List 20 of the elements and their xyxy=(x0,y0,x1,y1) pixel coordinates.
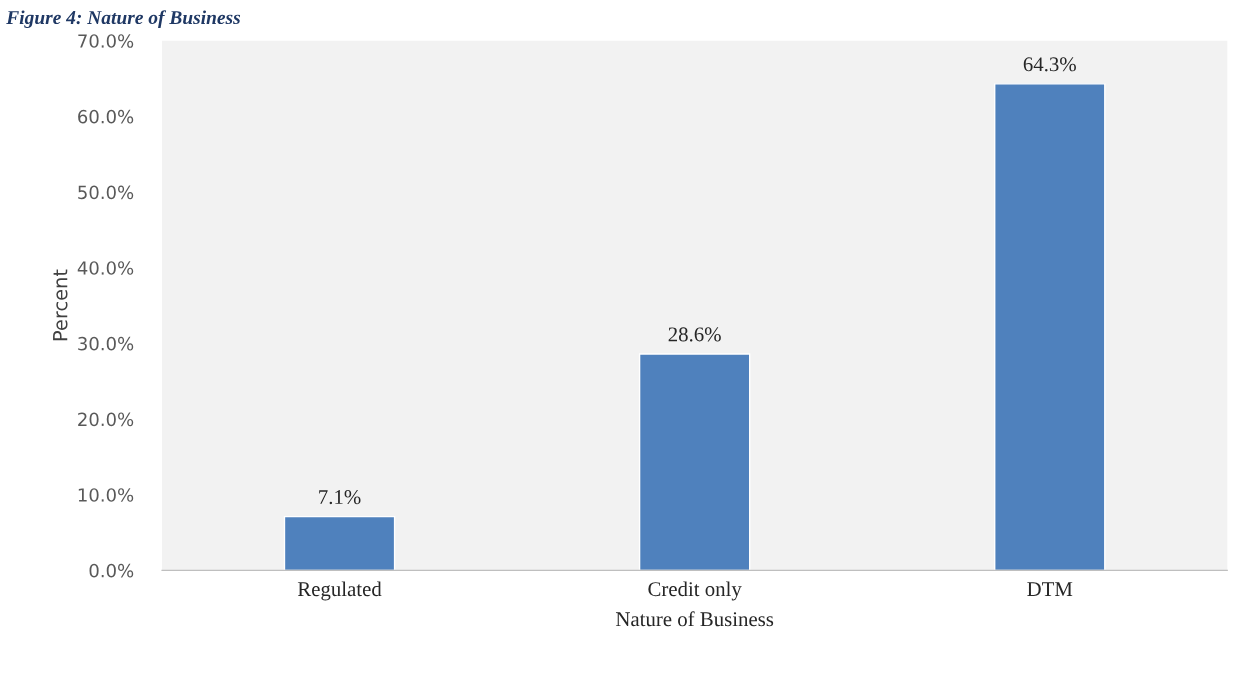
x-axis-title: Nature of Business xyxy=(615,611,774,627)
bar xyxy=(283,515,396,571)
x-tick-label: DTM xyxy=(1027,582,1073,596)
y-axis-title: Percent xyxy=(53,269,68,341)
y-tick-label: 20.0% xyxy=(78,412,134,427)
x-tick-label: Credit only xyxy=(648,581,742,601)
y-tick-label: 60.0% xyxy=(78,109,134,124)
y-tick-label: 50.0% xyxy=(78,185,134,200)
y-tick-label: 0.0% xyxy=(89,563,134,578)
chart-title: Figure 4: Nature of Business xyxy=(6,10,241,29)
y-tick-label: 40.0% xyxy=(77,261,134,275)
bar xyxy=(638,353,751,571)
y-tick-label: 30.0% xyxy=(78,336,134,351)
x-tick-label: Regulated xyxy=(297,581,382,601)
y-tick-label: 70.0% xyxy=(78,34,134,48)
data-label: 64.3% xyxy=(1023,57,1076,72)
y-tick-label: 10.0% xyxy=(78,488,134,502)
data-label: 28.6% xyxy=(668,327,721,342)
bar xyxy=(994,83,1106,571)
data-label: 7.1% xyxy=(319,490,361,505)
